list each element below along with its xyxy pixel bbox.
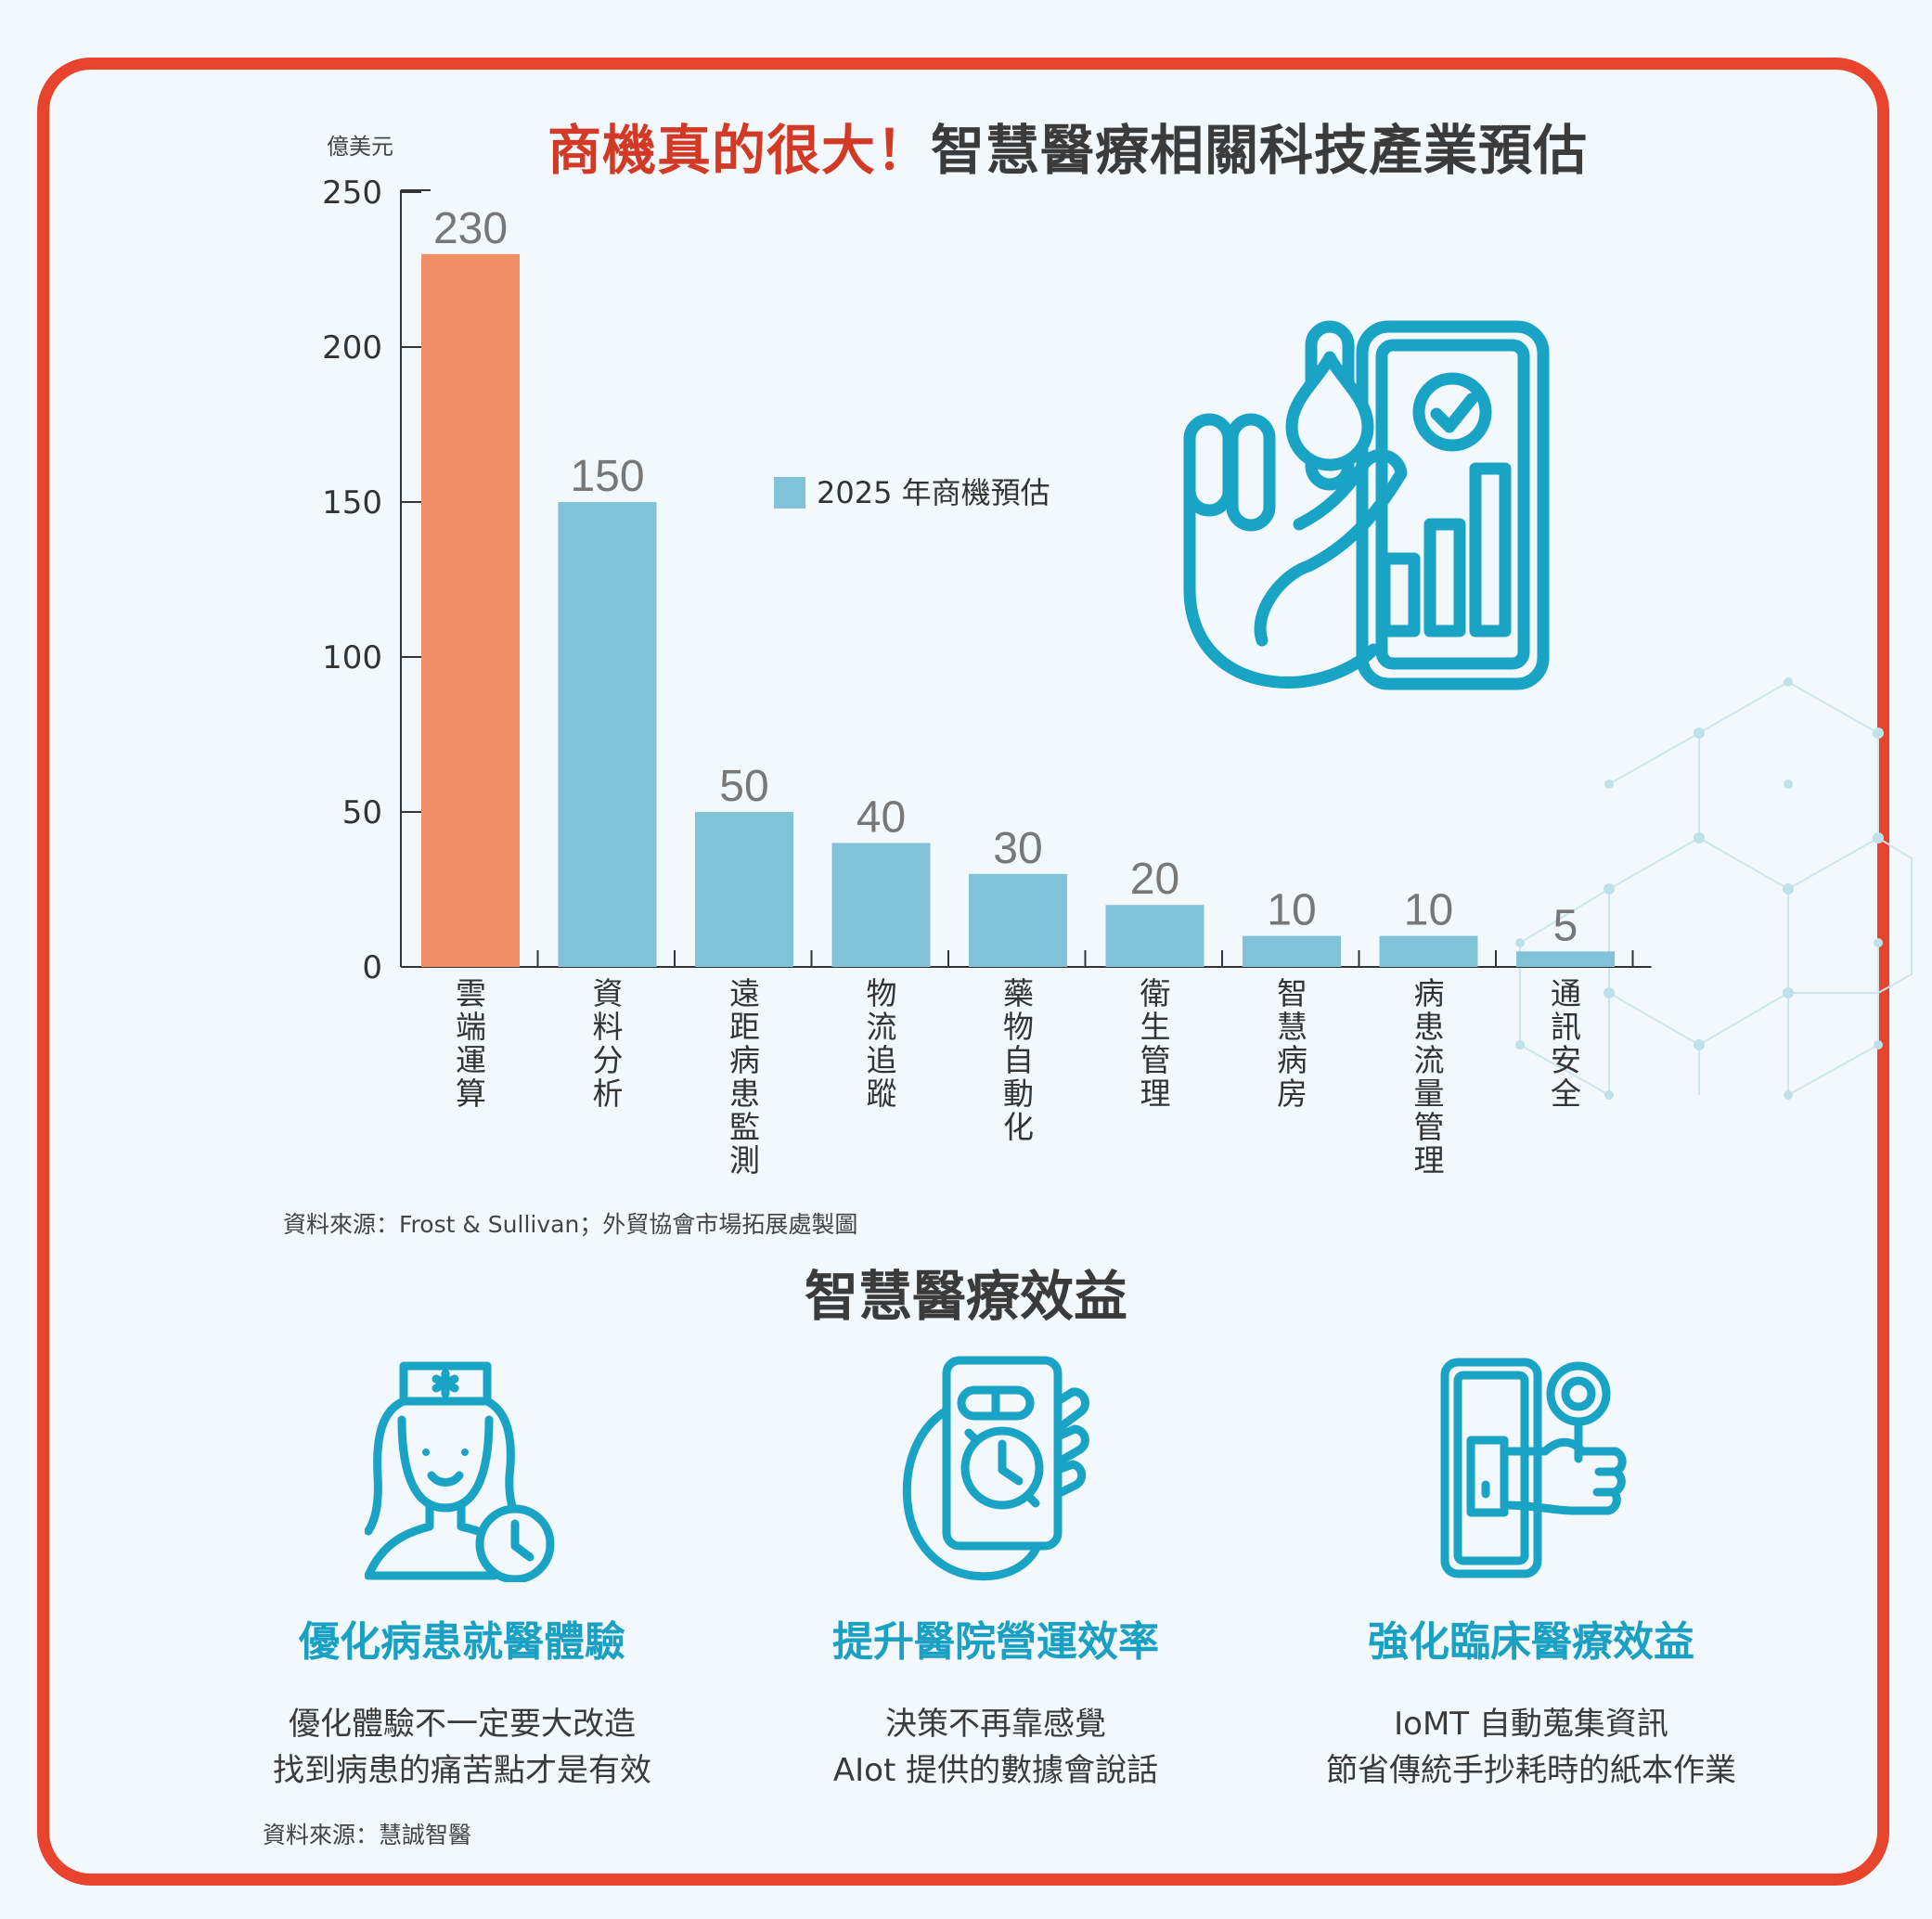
bar-value-label: 5 [1553, 901, 1578, 950]
tablet-hand-icon [1434, 1355, 1629, 1582]
category-label: 通訊安全 [1551, 975, 1581, 1112]
bar-4 [831, 843, 931, 967]
page-frame [37, 58, 1889, 1886]
benefit-card-clinical-benefit: 強化臨床醫療效益 IoMT 自動蒐集資訊 節省傳統手抄耗時的紙本作業 [1243, 1355, 1819, 1794]
bar-1 [421, 253, 520, 967]
legend-label: 2025 年商機預估 [817, 475, 1050, 510]
nurse-clock-icon [364, 1355, 560, 1584]
benefit-title: 提升醫院營運效率 [832, 1618, 1159, 1666]
bar-value-label: 50 [719, 762, 768, 811]
legend-swatch [774, 477, 805, 509]
benefit-description-line: 決策不再靠感覺 [885, 1706, 1106, 1743]
chart-bars [421, 253, 1615, 967]
bar-2 [558, 502, 657, 967]
y-tick-label: 150 [322, 484, 382, 522]
bar-value-label: 10 [1267, 886, 1316, 935]
chart-value-labels: 230 150 50 40 30 20 10 10 5 [433, 204, 1578, 951]
bar-value-label: 20 [1130, 855, 1179, 904]
benefit-description-line: 節省傳統手抄耗時的紙本作業 [1326, 1752, 1736, 1789]
bar-5 [969, 873, 1067, 967]
chart-title-highlight: 商機真的很大！ [547, 119, 932, 182]
chart-legend: 2025 年商機預估 [774, 475, 1050, 510]
bar-value-label: 230 [433, 204, 508, 253]
bar-value-label: 150 [570, 452, 644, 501]
category-label: 雲端運算 [456, 975, 486, 1112]
bar-8 [1379, 935, 1478, 967]
chart-y-tick-labels: 0 50 100 150 200 250 [322, 174, 382, 986]
category-label: 衛生管理 [1140, 975, 1171, 1112]
bar-3 [695, 812, 793, 967]
benefit-card-patient-experience: 優化病患就醫體驗 優化體驗不一定要大改造 找到病患的痛苦點才是有效 [174, 1355, 750, 1794]
benefit-title: 優化病患就醫體驗 [299, 1618, 625, 1666]
benefits-source-note: 資料來源：慧誠智醫 [263, 1822, 472, 1848]
benefit-description-line: IoMT 自動蒐集資訊 [1394, 1706, 1668, 1743]
category-label: 遠距病患監測 [729, 975, 760, 1178]
phone-clock-icon [898, 1355, 1093, 1582]
y-tick-label: 100 [322, 639, 382, 676]
category-label: 病患流量管理 [1414, 975, 1445, 1178]
category-label: 智慧病房 [1277, 975, 1307, 1112]
bar-value-label: 10 [1404, 886, 1453, 935]
benefit-card-hospital-efficiency: 提升醫院營運效率 決策不再靠感覺 AIot 提供的數據會說話 [708, 1355, 1283, 1794]
benefit-description-line: 優化體驗不一定要大改造 [289, 1706, 636, 1743]
chart-title-main: 智慧醫療相關科技產業預估 [931, 119, 1589, 182]
category-label: 藥物自動化 [1003, 975, 1034, 1145]
bar-value-label: 30 [993, 824, 1042, 873]
category-label: 資料分析 [593, 975, 624, 1112]
bar-value-label: 40 [857, 792, 906, 842]
bar-7 [1243, 935, 1341, 967]
benefits-section-title: 智慧醫療效益 [804, 1265, 1127, 1328]
chart-source-note: 資料來源：Frost & Sullivan；外貿協會市場拓展處製圖 [283, 1211, 858, 1238]
hexagon-nodes [1515, 677, 1884, 1100]
bar-6 [1105, 905, 1204, 967]
smartphone-health-icon [1183, 320, 1550, 690]
y-tick-label: 50 [342, 794, 382, 831]
y-tick-label: 250 [322, 174, 382, 212]
benefit-description-line: AIot 提供的數據會說話 [832, 1752, 1159, 1789]
bar-chart: 230 150 50 40 30 20 10 10 5 雲端運算 資料分析 遠距病患監測 物流追蹤 藥物… [322, 134, 1913, 1178]
bar-9 [1516, 951, 1615, 967]
benefit-title: 強化臨床醫療效益 [1368, 1618, 1694, 1666]
category-label: 物流追蹤 [867, 975, 897, 1112]
y-axis-unit-label: 億美元 [327, 134, 393, 160]
chart-title: 商機真的很大！智慧醫療相關科技產業預估 [547, 107, 1588, 185]
chart-category-labels: 雲端運算 資料分析 遠距病患監測 物流追蹤 藥物自動化 衛生管理 智慧病房 病患流量管理 通訊安… [456, 975, 1581, 1178]
y-tick-label: 200 [322, 329, 382, 367]
benefit-description-line: 找到病患的痛苦點才是有效 [273, 1752, 651, 1789]
y-tick-label: 0 [362, 949, 382, 986]
